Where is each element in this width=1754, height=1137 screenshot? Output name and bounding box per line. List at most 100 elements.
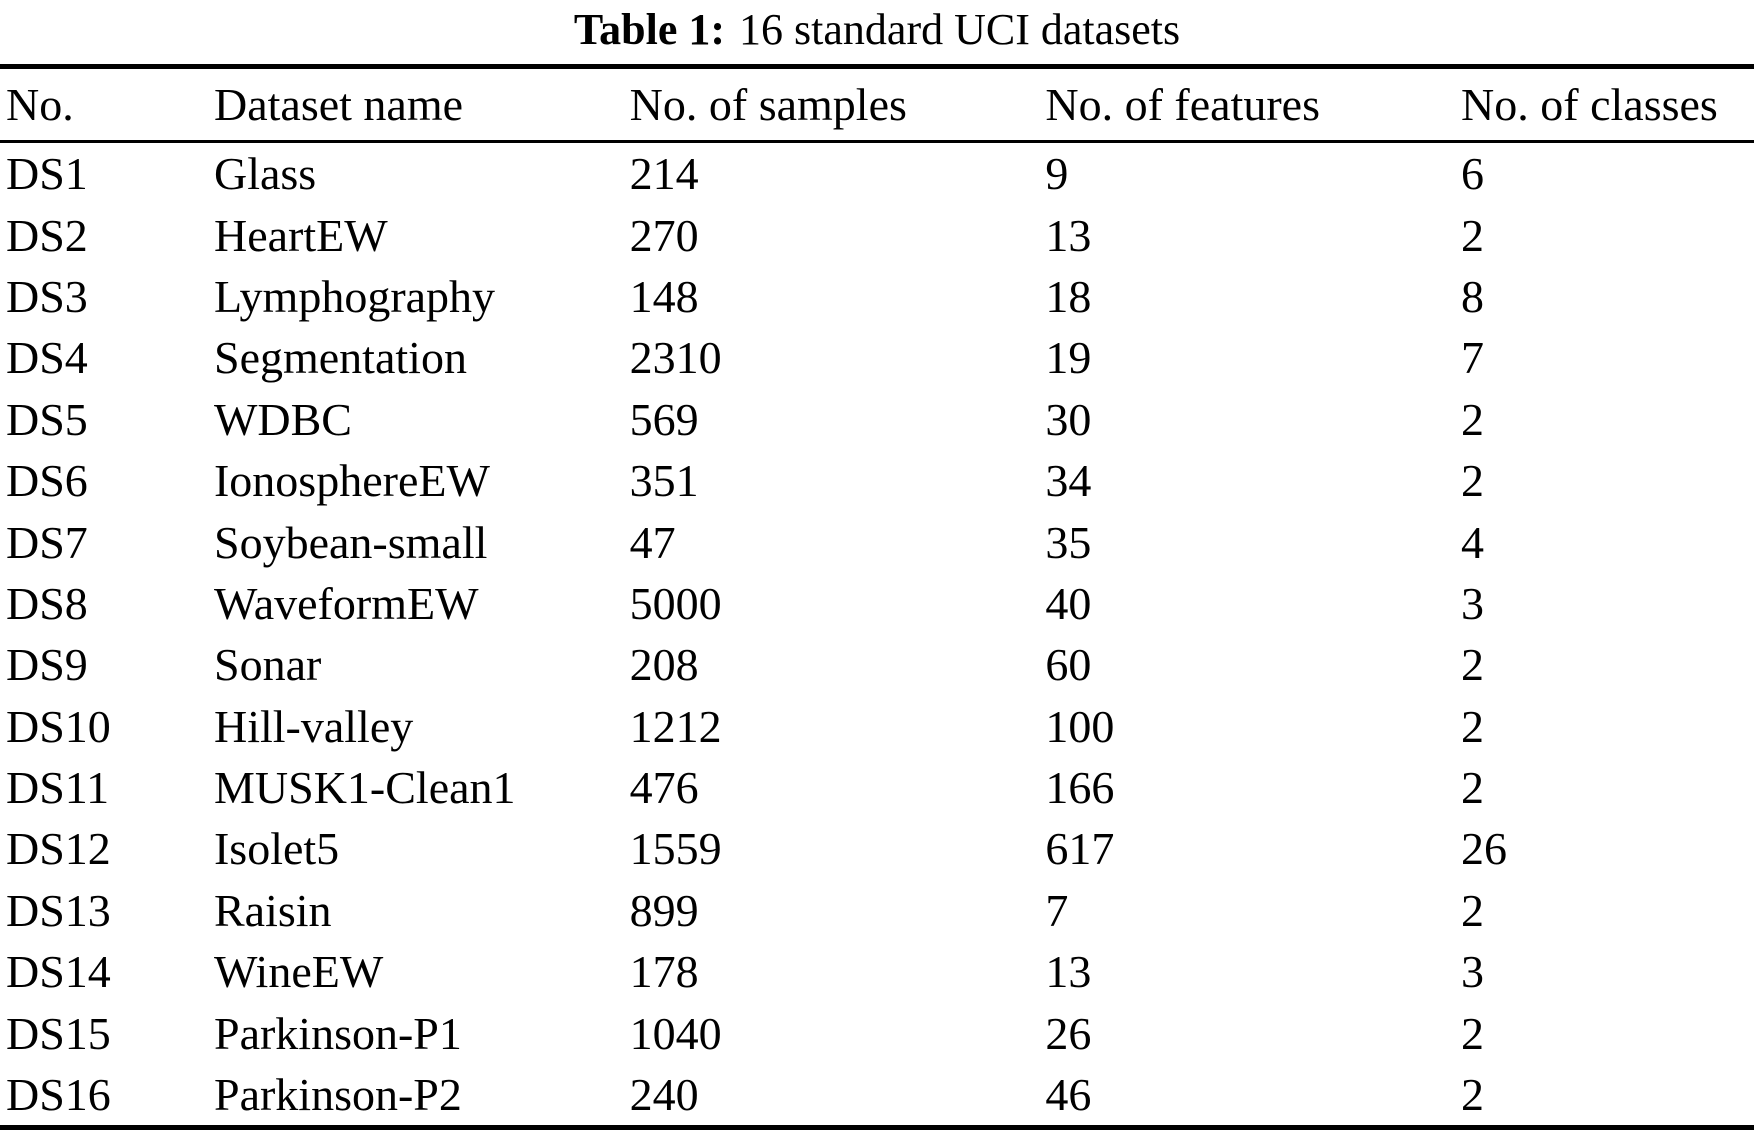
cell-features: 18 [1045,270,1092,322]
cell-features: 13 [1045,209,1092,261]
header-row: No. Dataset name No. of samples No. of f… [0,66,1754,143]
cell-samples: 47 [629,516,676,568]
header-no: No. [0,66,214,143]
cell-features: 100 [1045,700,1115,752]
cell-features: 9 [1045,148,1069,200]
cell-no: DS11 [6,762,110,814]
table-row: DS7 Soybean-small 47 35 4 [0,511,1754,572]
header-samples: No. of samples [629,66,1046,143]
cell-features: 30 [1045,393,1092,445]
cell-features: 7 [1045,884,1069,936]
cell-features: 26 [1045,1007,1092,1059]
table-body: DS1 Glass 214 9 6 DS2 HeartEW 270 13 2 DS3 Lymphogr… [0,142,1754,1128]
header-classes: No. of classes [1461,66,1754,143]
cell-name: IonosphereEW [213,455,490,507]
cell-name: Lymphography [213,270,496,322]
cell-classes: 2 [1461,762,1485,814]
cell-name: Segmentation [213,332,467,384]
cell-samples: 240 [629,1069,699,1121]
table-row: DS1 Glass 214 9 6 [0,142,1754,205]
cell-name: Glass [213,148,317,200]
table-row: DS4 Segmentation 2310 19 7 [0,327,1754,388]
cell-samples: 270 [629,209,699,261]
cell-features: 19 [1045,332,1092,384]
cell-no: DS10 [6,700,111,752]
cell-features: 13 [1045,946,1092,998]
cell-classes: 2 [1461,1069,1485,1121]
table-caption: Table 1: 16 standard UCI datasets [0,2,1754,58]
cell-no: DS3 [6,270,88,322]
cell-features: 35 [1045,516,1092,568]
cell-features: 60 [1045,639,1092,691]
cell-samples: 1212 [629,700,722,752]
table-row: DS11 MUSK1-Clean1 476 166 2 [0,757,1754,818]
cell-classes: 2 [1461,639,1485,691]
cell-name: MUSK1-Clean1 [213,762,516,814]
cell-features: 617 [1045,823,1115,875]
table-row: DS3 Lymphography 148 18 8 [0,266,1754,327]
cell-samples: 214 [629,148,699,200]
cell-no: DS6 [6,455,88,507]
table-caption-label: Table 1: [573,5,726,54]
cell-name: Parkinson-P2 [213,1069,462,1121]
table-row: DS14 WineEW 178 13 3 [0,941,1754,1002]
header-features: No. of features [1045,66,1462,143]
cell-samples: 208 [629,639,699,691]
cell-samples: 476 [629,762,699,814]
cell-features: 40 [1045,577,1092,629]
cell-samples: 5000 [629,577,722,629]
cell-features: 34 [1045,455,1092,507]
cell-features: 46 [1045,1069,1092,1121]
cell-no: DS9 [6,639,88,691]
cell-no: DS8 [6,577,88,629]
cell-samples: 2310 [629,332,722,384]
cell-no: DS16 [6,1069,111,1121]
table-row: DS15 Parkinson-P1 1040 26 2 [0,1002,1754,1063]
cell-samples: 351 [629,455,699,507]
table-row: DS5 WDBC 569 30 2 [0,389,1754,450]
cell-no: DS14 [6,946,111,998]
cell-name: WaveformEW [213,577,479,629]
uci-datasets-table: No. Dataset name No. of samples No. of f… [0,64,1754,1131]
cell-name: Parkinson-P1 [213,1007,462,1059]
cell-classes: 2 [1461,700,1485,752]
cell-samples: 1559 [629,823,722,875]
cell-samples: 899 [629,884,699,936]
cell-classes: 2 [1461,1007,1485,1059]
cell-classes: 7 [1461,332,1485,384]
table-row: DS12 Isolet5 1559 617 26 [0,818,1754,879]
cell-name: Soybean-small [213,516,488,568]
cell-samples: 569 [629,393,699,445]
cell-classes: 8 [1461,270,1485,322]
cell-classes: 2 [1461,455,1485,507]
cell-no: DS4 [6,332,88,384]
cell-name: Isolet5 [213,823,340,875]
table-row: DS6 IonosphereEW 351 34 2 [0,450,1754,511]
cell-name: WineEW [213,946,384,998]
cell-name: Sonar [213,639,322,691]
table-row: DS2 HeartEW 270 13 2 [0,204,1754,265]
table-row: DS9 Sonar 208 60 2 [0,634,1754,695]
cell-classes: 4 [1461,516,1485,568]
header-name: Dataset name [213,66,630,143]
cell-features: 166 [1045,762,1115,814]
cell-name: HeartEW [213,209,388,261]
cell-classes: 26 [1461,823,1508,875]
cell-no: DS13 [6,884,111,936]
cell-name: Raisin [213,884,332,936]
table-row: DS16 Parkinson-P2 240 46 2 [0,1064,1754,1128]
table-caption-text: 16 standard UCI datasets [739,5,1181,54]
cell-no: DS15 [6,1007,111,1059]
cell-classes: 3 [1461,577,1485,629]
cell-no: DS1 [6,148,88,200]
cell-classes: 2 [1461,884,1485,936]
cell-no: DS12 [6,823,111,875]
cell-classes: 6 [1461,148,1485,200]
cell-no: DS7 [6,516,88,568]
cell-name: WDBC [213,393,352,445]
table-header: No. Dataset name No. of samples No. of f… [0,66,1754,143]
cell-classes: 2 [1461,393,1485,445]
cell-samples: 1040 [629,1007,722,1059]
cell-name: Hill-valley [213,700,414,752]
